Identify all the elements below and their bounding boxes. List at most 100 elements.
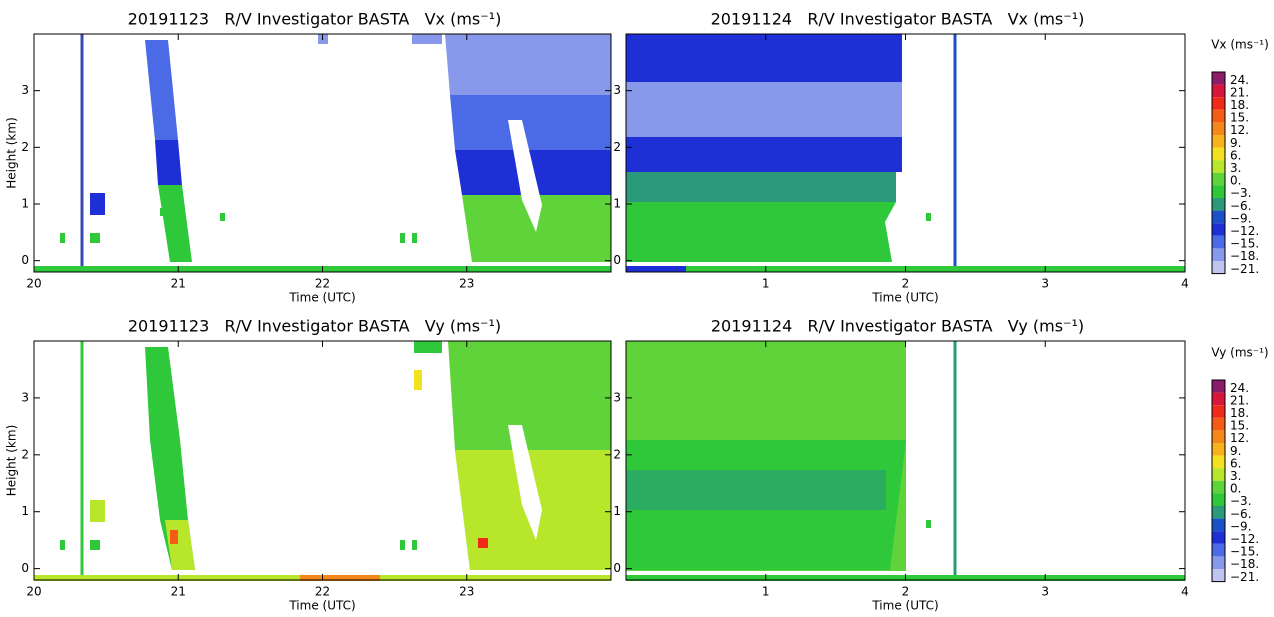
x-tick-label: 3 [1041, 585, 1049, 599]
colorbar-box [1212, 198, 1225, 211]
colorbar-frame [1211, 71, 1226, 275]
y-tick-label: 3 [21, 390, 29, 404]
colorbar-box [1212, 72, 1225, 85]
colorbar-box [1212, 172, 1225, 186]
colorbar-box [1212, 84, 1225, 98]
colorbar-tick-label: −3. [1230, 494, 1252, 508]
colorbar-box [1212, 135, 1225, 148]
colorbar-tick-label: 24. [1230, 73, 1249, 87]
x-axis-label: Time (UTC) [288, 291, 355, 305]
colorbar-box [1212, 147, 1225, 161]
colorbar-tick-label: 3. [1230, 469, 1241, 483]
x-tick-label: 23 [459, 277, 474, 291]
x-tick-label: 20 [26, 585, 41, 599]
colorbar-tick-label: −6. [1230, 199, 1252, 213]
colorbar-tick-label: 12. [1230, 431, 1249, 445]
panel-title: 20191124 R/V Investigator BASTA Vx (ms⁻¹… [711, 10, 1085, 29]
colorbar-tick-label: 0. [1230, 174, 1241, 188]
colorbar-box [1212, 223, 1225, 236]
colorbar-tick-label: 21. [1230, 393, 1249, 407]
colorbar-tick-label: −9. [1230, 211, 1252, 225]
colorbar-label: Vx (ms⁻¹) [1211, 38, 1269, 52]
colorbar-tick-label: −3. [1230, 186, 1252, 200]
colorbar-box [1212, 430, 1225, 443]
colorbar-tick-label: −15. [1230, 237, 1259, 251]
colorbar-tick-label: 18. [1230, 406, 1249, 420]
x-tick-label: 21 [171, 277, 186, 291]
y-axis-label: Height (km) [5, 117, 19, 188]
y-tick-label: 1 [21, 504, 29, 518]
colorbar-tick-label: 15. [1230, 419, 1249, 433]
colorbar-box [1212, 556, 1225, 569]
colorbar-tick-label: 15. [1230, 111, 1249, 125]
colorbar-box [1212, 493, 1225, 506]
colorbar-tick-label: 6. [1230, 456, 1241, 470]
x-axis-label: Time (UTC) [871, 599, 938, 613]
x-tick-label: 1 [762, 277, 770, 291]
colorbar-box [1212, 210, 1225, 224]
echo-field [626, 341, 1185, 581]
colorbar-tick-label: −9. [1230, 519, 1252, 533]
x-tick-label: 20 [26, 277, 41, 291]
x-tick-label: 2 [902, 277, 910, 291]
colorbar-box [1212, 122, 1225, 135]
colorbar-box [1212, 569, 1225, 582]
y-tick-label: 2 [613, 140, 621, 154]
colorbar-box [1212, 392, 1225, 406]
x-tick-label: 2 [902, 585, 910, 599]
colorbar-tick-label: −15. [1230, 545, 1259, 559]
x-tick-label: 3 [1041, 277, 1049, 291]
colorbar-box [1212, 405, 1225, 418]
colorbar-box [1212, 543, 1225, 557]
x-tick-label: 21 [171, 585, 186, 599]
y-tick-label: 3 [613, 83, 621, 97]
colorbar-tick-label: −21. [1230, 262, 1259, 276]
colorbar-tick-label: 24. [1230, 381, 1249, 395]
colorbar-tick-label: −18. [1230, 557, 1259, 571]
colorbar-box [1212, 417, 1225, 431]
colorbar-box [1212, 531, 1225, 544]
colorbar-tick-label: 9. [1230, 136, 1241, 150]
x-tick-label: 4 [1181, 277, 1189, 291]
y-tick-label: 3 [613, 390, 621, 404]
colorbar-tick-label: 9. [1230, 444, 1241, 458]
y-tick-label: 0 [613, 561, 621, 575]
panel-title: 20191123 R/V Investigator BASTA Vy (ms⁻¹… [128, 317, 501, 336]
colorbar-tick-label: 0. [1230, 482, 1241, 496]
colorbar-tick-label: −12. [1230, 224, 1259, 238]
colorbar-box [1212, 506, 1225, 519]
colorbar-box [1212, 468, 1225, 481]
colorbar-tick-label: −6. [1230, 507, 1252, 521]
echo-field [34, 341, 611, 581]
y-tick-label: 2 [21, 140, 29, 154]
colorbar-box [1212, 185, 1225, 198]
echo-field [626, 34, 1185, 272]
y-tick-label: 1 [21, 197, 29, 211]
y-tick-label: 2 [21, 447, 29, 461]
y-tick-label: 0 [613, 253, 621, 267]
y-tick-label: 0 [21, 253, 29, 267]
colorbar-box [1212, 380, 1225, 393]
x-axis-label: Time (UTC) [288, 599, 355, 613]
colorbar-tick-label: 21. [1230, 85, 1249, 99]
y-tick-label: 0 [21, 561, 29, 575]
panel-title: 20191124 R/V Investigator BASTA Vy (ms⁻¹… [711, 317, 1084, 336]
x-tick-label: 1 [762, 585, 770, 599]
colorbar-tick-label: 12. [1230, 123, 1249, 137]
colorbar-tick-label: −21. [1230, 570, 1259, 584]
colorbar-box [1212, 480, 1225, 494]
colorbar-box [1212, 518, 1225, 532]
x-tick-label: 4 [1181, 585, 1189, 599]
x-tick-label: 22 [315, 277, 330, 291]
colorbar-box [1212, 455, 1225, 469]
colorbar-tick-label: 18. [1230, 98, 1249, 112]
y-axis-label: Height (km) [5, 425, 19, 496]
echo-field [34, 34, 611, 272]
panel-title: 20191123 R/V Investigator BASTA Vx (ms⁻¹… [128, 10, 502, 29]
y-tick-label: 3 [21, 83, 29, 97]
colorbar-tick-label: 6. [1230, 148, 1241, 162]
colorbar-box [1212, 160, 1225, 173]
colorbar-frame [1211, 379, 1226, 583]
colorbar-box [1212, 109, 1225, 123]
